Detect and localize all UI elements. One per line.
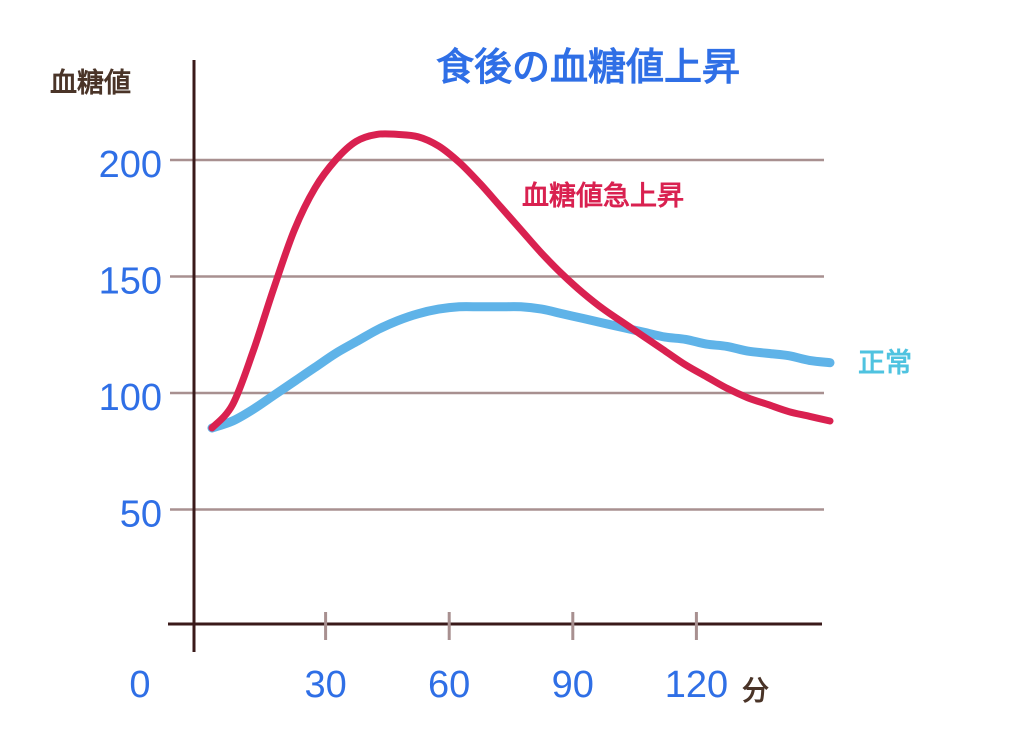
series-line-spike [208,130,834,432]
y-tick-label-100: 100 [99,377,162,419]
y-tick-label-150: 150 [99,261,162,303]
y-tick-label-50: 50 [120,494,162,536]
series-layer [207,130,835,433]
grid-layer [170,158,824,511]
series-label-normal: 正常 [858,348,912,379]
y-axis-label: 血糖値 [50,67,131,99]
x-tick-label-90: 90 [552,664,594,706]
x-axis-label: 分 [742,676,769,707]
label-layer: 食後の血糖値上昇 血糖値 分 0 血糖値急上昇 正常 [50,45,912,707]
chart-title: 食後の血糖値上昇 [436,45,740,89]
series-line-normal [207,302,835,433]
x-tick-label-120: 120 [665,664,728,706]
tick-layer: 50 100 150 200 30 60 90 120 [99,144,729,706]
x-tick-label-60: 60 [428,664,470,706]
y-tick-label-200: 200 [99,144,162,186]
x-tick-label-30: 30 [304,664,346,706]
axis-layer [168,60,822,652]
series-label-spike: 血糖値急上昇 [522,180,684,212]
x-origin-label: 0 [129,664,150,706]
